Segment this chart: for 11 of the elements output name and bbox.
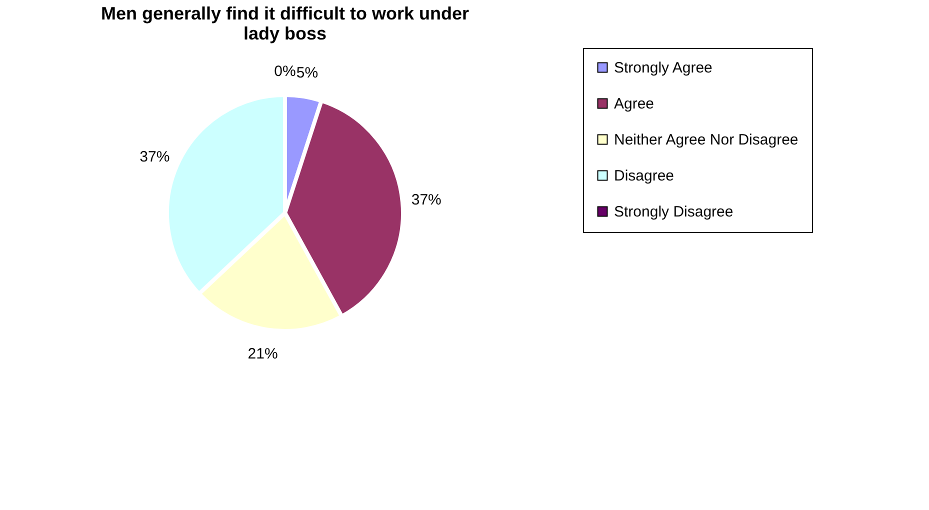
data-label: 5% <box>296 64 318 82</box>
legend-label: Strongly Agree <box>614 60 712 76</box>
legend-label: Agree <box>614 96 654 112</box>
legend-label: Disagree <box>614 168 674 184</box>
data-label: 37% <box>140 148 170 166</box>
legend-label: Neither Agree Nor Disagree <box>614 132 798 148</box>
data-label: 21% <box>248 345 278 362</box>
text: 0% <box>274 63 296 80</box>
data-label: 37% <box>411 192 442 209</box>
chart-title: Men generally find it difficult to work under lady boss <box>100 4 470 44</box>
legend-label: Strongly Disagree <box>614 204 734 220</box>
